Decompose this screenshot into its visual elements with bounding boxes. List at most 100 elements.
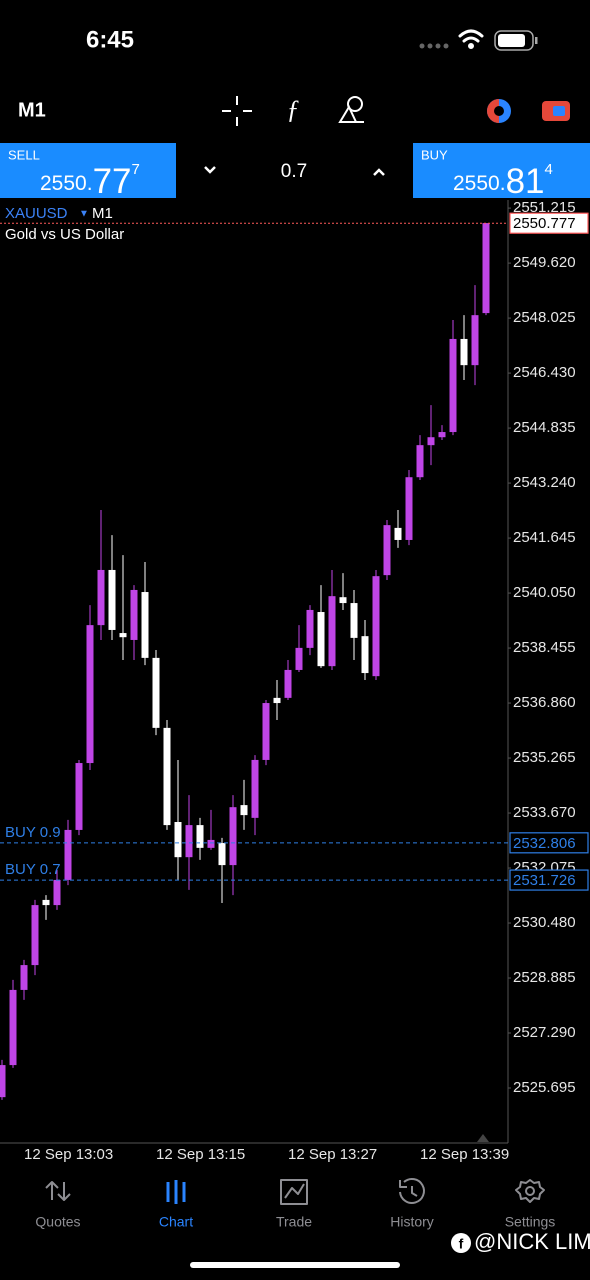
tab-icon <box>166 1180 186 1204</box>
y-tick-label: 2546.430 <box>513 364 576 381</box>
buy-button[interactable] <box>413 143 590 198</box>
tab-label[interactable]: Quotes <box>35 1214 80 1230</box>
candle-body <box>20 965 28 990</box>
candle-body <box>438 432 446 438</box>
wifi-icon <box>458 29 484 49</box>
trade-button[interactable] <box>542 101 570 121</box>
candle-body <box>53 879 61 906</box>
candle-body <box>449 338 457 433</box>
y-tick-label: 2548.025 <box>513 309 576 326</box>
price-label-box <box>509 212 589 234</box>
candle-body <box>64 829 72 880</box>
price-prefix: 2550. <box>40 172 93 195</box>
price-label-box <box>509 869 589 891</box>
volume[interactable]: 0.7 <box>281 161 307 182</box>
candle-body <box>339 597 347 604</box>
objects-button[interactable] <box>338 96 364 123</box>
symbol-dropdown[interactable]: ▼ <box>79 209 89 220</box>
tab-bar: Quotes Chart Trade History Settings <box>35 1177 556 1230</box>
y-tick-label: 2525.695 <box>513 1079 576 1096</box>
candle-body <box>174 822 182 858</box>
crosshair-button[interactable] <box>222 96 252 126</box>
candle-body <box>361 636 369 674</box>
y-tick-label: 2551.215 <box>513 199 576 216</box>
plot: 2551.215 2549.620 2548.025 2546.430 2544.835… <box>0 199 589 1163</box>
candle-body <box>185 825 193 858</box>
candle-body <box>427 437 435 446</box>
chart-timeframe: M1 <box>92 205 113 222</box>
volume-up[interactable] <box>373 168 385 176</box>
candle-body <box>328 596 336 667</box>
candle-body <box>218 843 226 866</box>
symbol-description: Gold vs US Dollar <box>5 226 124 243</box>
candle-body <box>42 899 50 906</box>
tab-icon <box>525 1186 535 1196</box>
candle-body <box>86 625 94 764</box>
candle-body <box>0 1065 6 1098</box>
shift-marker <box>477 1134 489 1142</box>
indicators-button[interactable]: ƒ <box>287 95 300 124</box>
tab-label[interactable]: Settings <box>505 1214 556 1230</box>
y-tick-label: 2530.480 <box>513 914 576 931</box>
candle-body <box>163 727 171 826</box>
sell-button[interactable] <box>0 143 176 198</box>
candle-body <box>394 527 402 540</box>
tab-icon <box>399 1177 425 1204</box>
candle-body <box>152 657 160 728</box>
account-button[interactable] <box>487 99 511 123</box>
candle-body <box>108 569 116 630</box>
candle-body <box>31 905 39 966</box>
price-big: 77 <box>93 162 132 201</box>
price-big: 81 <box>506 162 545 201</box>
candle-body <box>262 703 270 760</box>
price-label: 2550.777 <box>513 215 576 232</box>
symbol[interactable]: XAUUSD <box>5 205 68 222</box>
tab-label[interactable]: Chart <box>159 1214 193 1230</box>
candle-body <box>416 445 424 478</box>
sell-price: 2550.777 <box>40 161 140 201</box>
timeframe-button[interactable]: M1 <box>18 99 46 121</box>
candle-body <box>251 759 259 818</box>
candle-body <box>284 669 292 698</box>
candle-body <box>75 763 83 830</box>
candle-body <box>9 989 17 1066</box>
battery-icon <box>494 30 538 51</box>
candle-body <box>240 805 248 816</box>
tab-label[interactable]: History <box>390 1214 434 1230</box>
order-label: BUY 0.9 <box>5 824 61 841</box>
x-tick-label: 12 Sep 13:03 <box>24 1146 113 1163</box>
candle-body <box>383 525 391 576</box>
y-tick-label: 2540.050 <box>513 584 576 601</box>
candle-body <box>119 633 127 638</box>
candle-body <box>97 569 105 626</box>
tab-icon <box>45 1181 71 1201</box>
price-small: 4 <box>545 161 553 178</box>
candle-body <box>196 825 204 848</box>
tab-label[interactable]: Trade <box>276 1214 312 1230</box>
watermark: @NICK LIM <box>474 1229 590 1254</box>
candle-body <box>317 612 325 667</box>
buy-price: 2550.814 <box>453 161 553 201</box>
price-label: 2532.806 <box>513 835 576 852</box>
facebook-f: f <box>459 1236 464 1252</box>
y-tick-label: 2538.455 <box>513 639 576 656</box>
candle-body <box>295 647 303 670</box>
candle-body <box>460 338 468 366</box>
sell-label: SELL <box>8 147 40 162</box>
signal-icon <box>419 43 449 49</box>
candle-body <box>482 223 490 314</box>
candle-body <box>207 839 215 848</box>
candle-body <box>141 592 149 658</box>
y-tick-label: 2533.670 <box>513 804 576 821</box>
y-tick-label: 2528.885 <box>513 969 576 986</box>
y-tick-label: 2549.620 <box>513 254 576 271</box>
home-indicator <box>190 1262 400 1268</box>
price-small: 7 <box>132 161 140 178</box>
tab-icon <box>280 1179 308 1205</box>
y-tick-label: 2544.835 <box>513 419 576 436</box>
volume-down[interactable] <box>204 166 216 174</box>
candle-body <box>471 315 479 366</box>
